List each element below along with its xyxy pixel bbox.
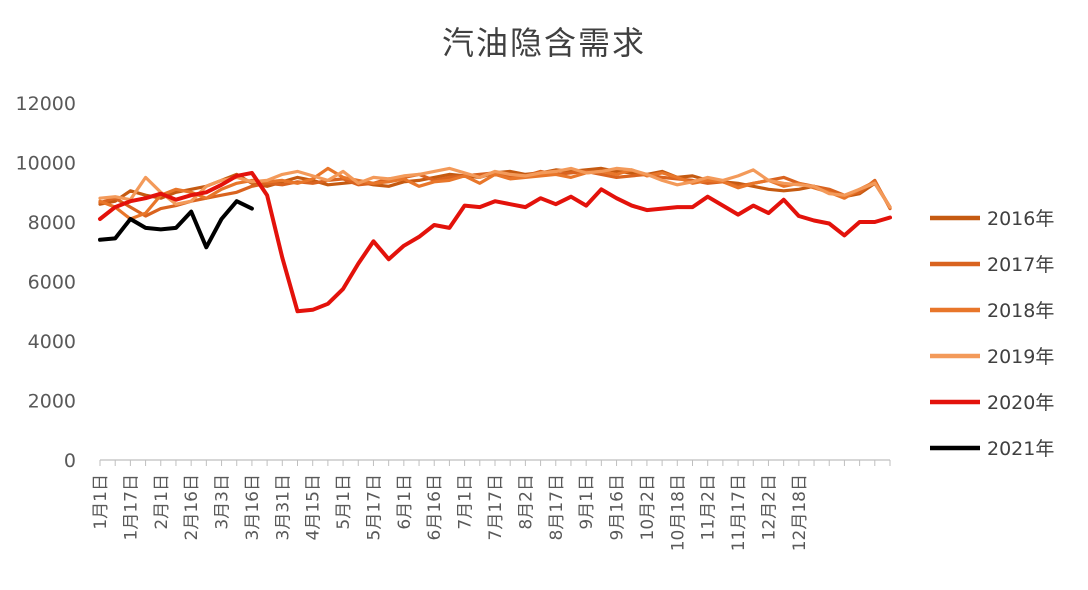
- x-tick-label: 8月2日: [516, 474, 536, 530]
- x-tick-label: 3月31日: [273, 474, 293, 540]
- legend-label: 2018年: [987, 300, 1054, 322]
- x-tick-label: 3月16日: [243, 474, 263, 540]
- x-tick-label: 5月1日: [334, 474, 354, 530]
- series-line-2020年: [98, 170, 892, 314]
- legend-item: 2021年: [930, 438, 1054, 460]
- x-tick-label: 8月17日: [547, 474, 567, 540]
- y-tick-label: 2000: [28, 391, 76, 413]
- legend-label: 2017年: [987, 254, 1054, 276]
- y-tick-label: 0: [64, 450, 76, 472]
- y-axis: 0 2000 4000 6000 8000 10000 12000: [16, 93, 76, 472]
- x-tick-label: 4月15日: [304, 474, 324, 540]
- x-tick-label: 9月16日: [608, 474, 628, 540]
- y-tick-label: 8000: [28, 212, 76, 234]
- y-tick-label: 12000: [16, 93, 76, 115]
- x-axis: 1月1日 1月17日 2月1日 2月16日 3月3日 3月16日 3月31日 4月15日 5月1…: [91, 459, 891, 551]
- x-tick-label: 7月1日: [456, 474, 476, 530]
- legend-item: 2019年: [930, 346, 1054, 368]
- x-tick-label: 1月17日: [121, 474, 141, 540]
- x-tick-label: 10月2日: [638, 474, 658, 540]
- legend-label: 2016年: [987, 208, 1054, 230]
- legend-item: 2017年: [930, 254, 1054, 276]
- x-tick-label: 6月1日: [395, 474, 415, 530]
- x-tick-label: 12月2日: [759, 474, 779, 540]
- y-tick-label: 6000: [28, 272, 76, 294]
- legend-item: 2020年: [930, 392, 1054, 414]
- x-tick-label: 10月18日: [668, 474, 688, 551]
- legend-item: 2018年: [930, 300, 1054, 322]
- x-tick-label: 11月2日: [699, 474, 719, 540]
- legend-label: 2020年: [987, 392, 1054, 414]
- x-tick-label: 1月1日: [91, 474, 111, 530]
- x-tick-label: 6月16日: [425, 474, 445, 540]
- legend-label: 2019年: [987, 346, 1054, 368]
- x-tick-label: 7月17日: [486, 474, 506, 540]
- chart-title: 汽油隐含需求: [441, 24, 646, 62]
- x-tick-label: 12月18日: [790, 474, 810, 551]
- x-tick-label: 2月16日: [182, 474, 202, 540]
- series-line-2018年: [98, 166, 892, 221]
- series-lines: [98, 166, 892, 314]
- series-line-2021年: [98, 199, 254, 250]
- y-tick-label: 10000: [16, 153, 76, 175]
- legend-item: 2016年: [930, 208, 1054, 230]
- x-tick-label: 3月3日: [213, 474, 233, 530]
- legend: 2016年 2017年 2018年 2019年 2020年 2021年: [930, 208, 1054, 460]
- y-tick-label: 4000: [28, 331, 76, 353]
- x-tick-label: 5月17日: [364, 474, 384, 540]
- x-tick-label: 11月17日: [729, 474, 749, 551]
- x-tick-label: 9月1日: [577, 474, 597, 530]
- legend-label: 2021年: [987, 438, 1054, 460]
- x-tick-label: 2月1日: [152, 474, 172, 530]
